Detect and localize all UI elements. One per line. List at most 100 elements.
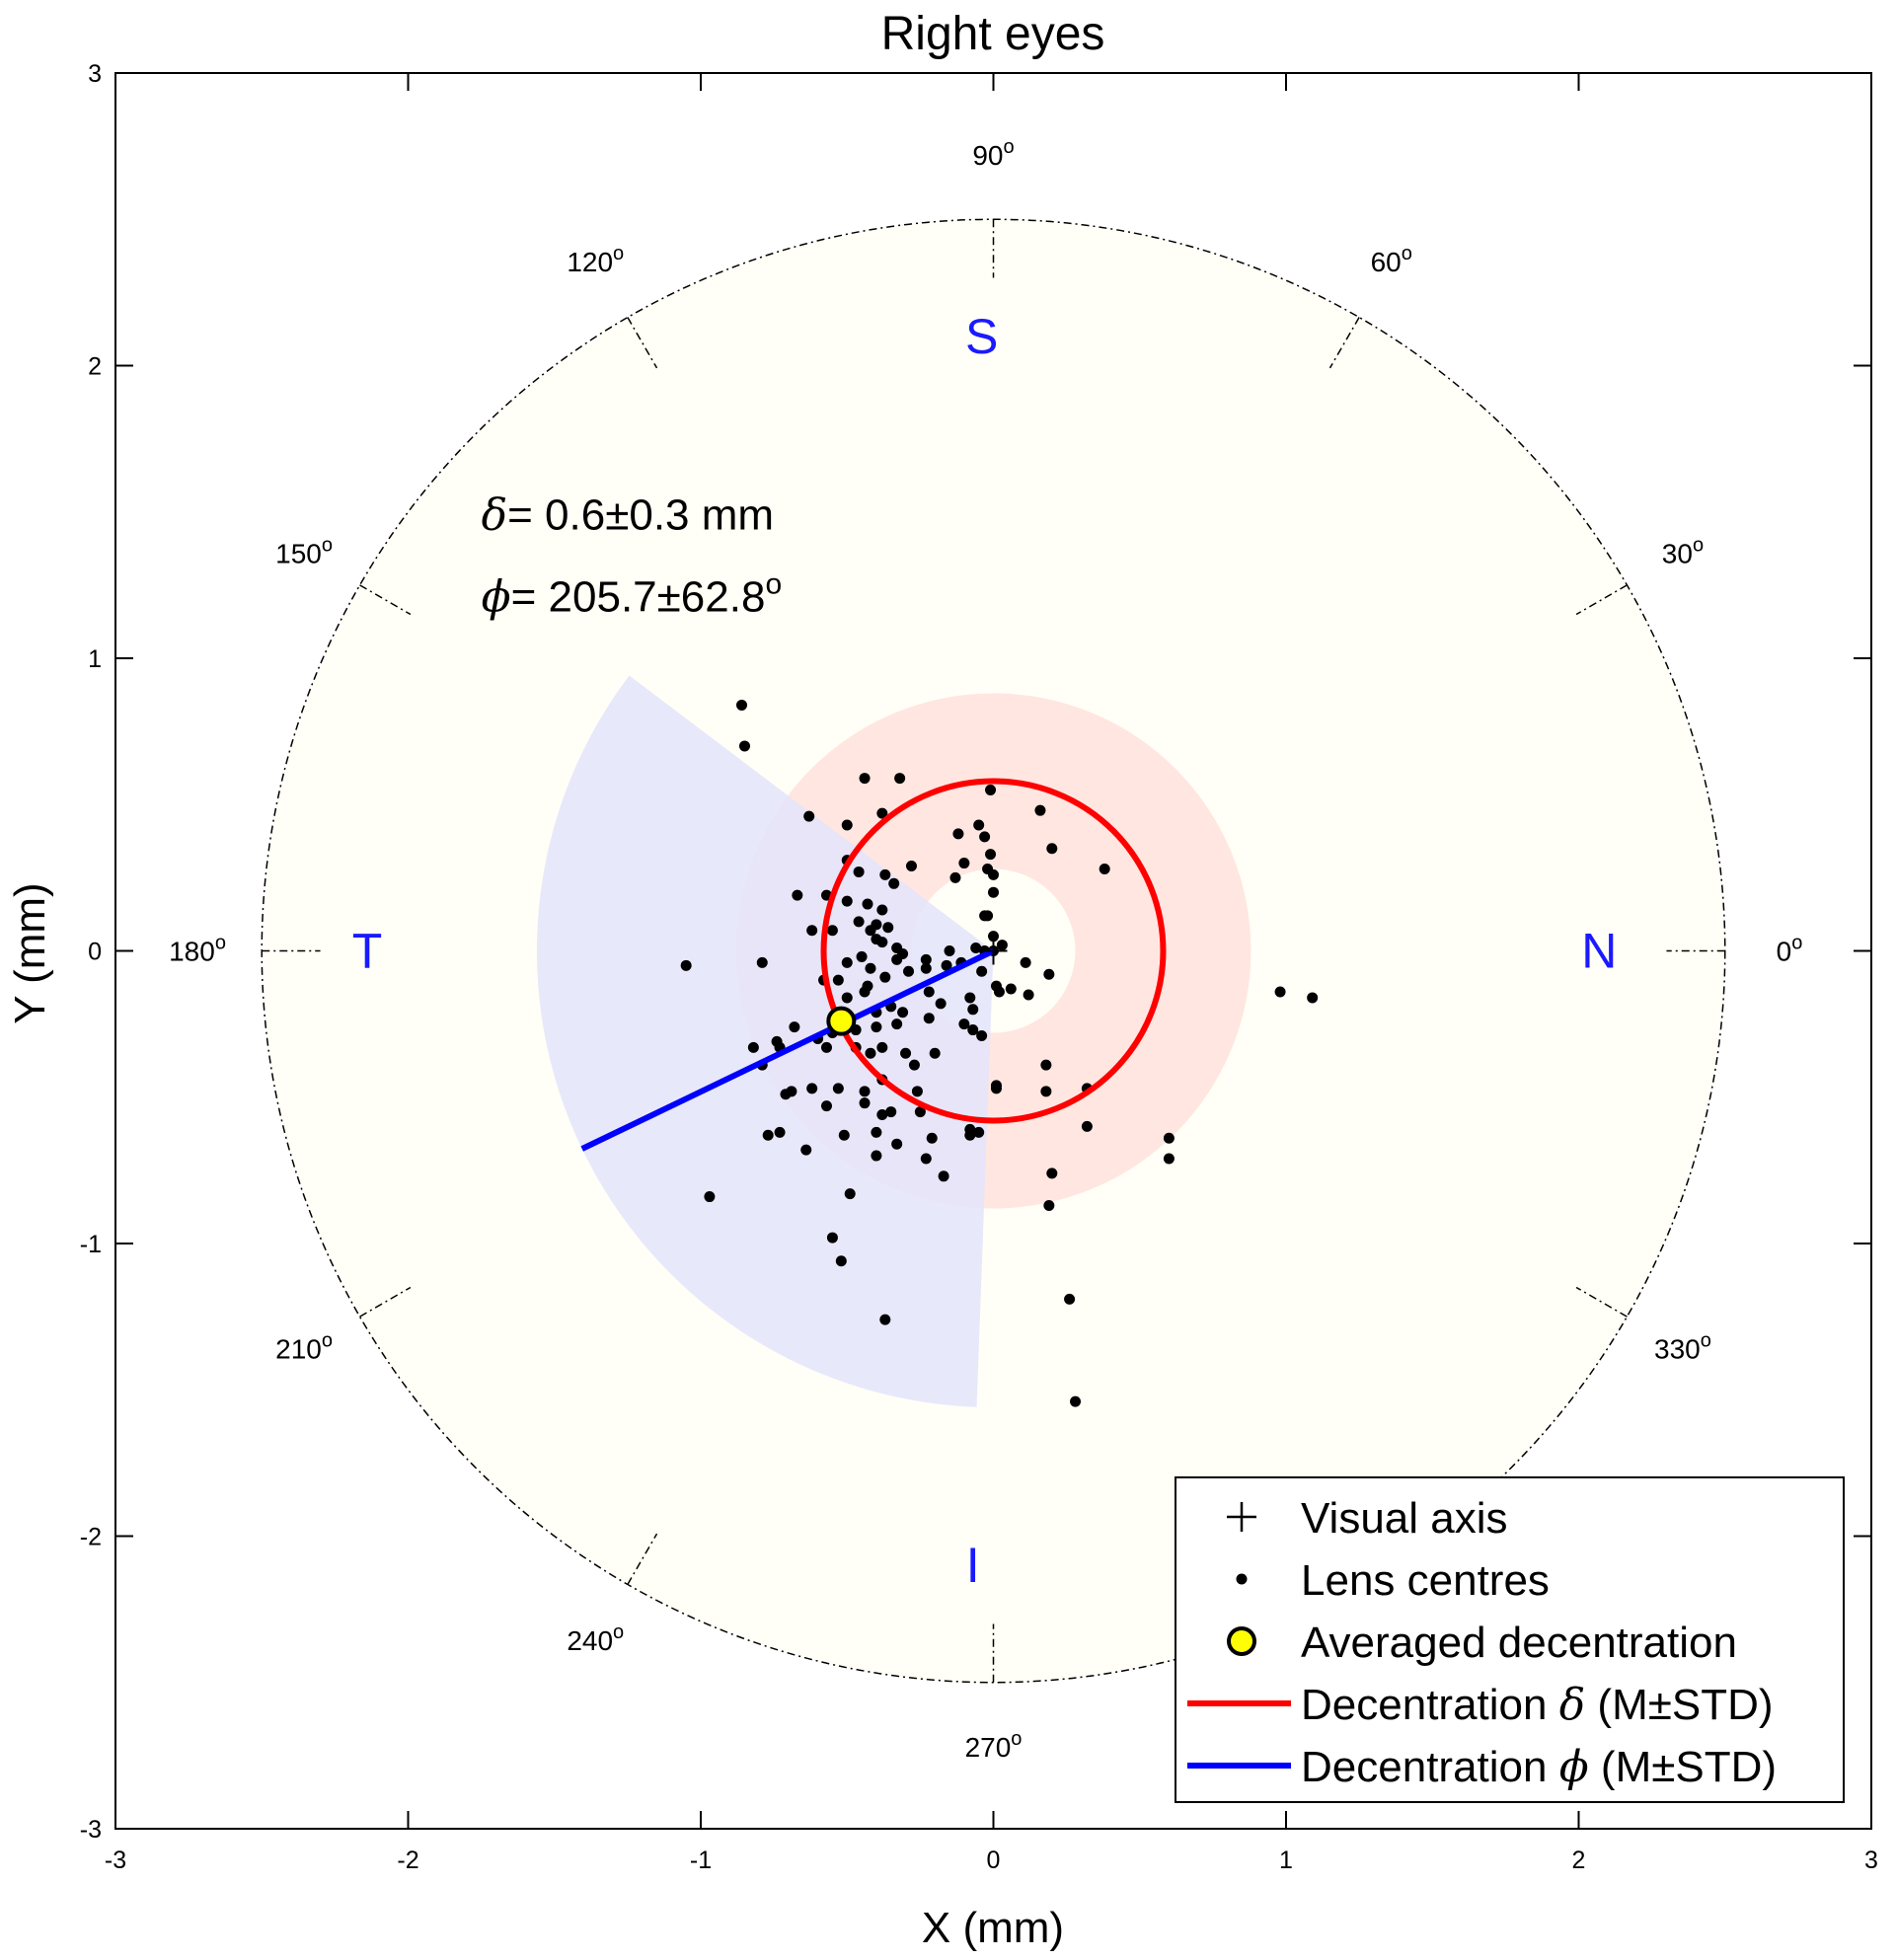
- lens-centre-point: [1005, 983, 1017, 995]
- legend-label-phi: Decentration ϕ (M±STD): [1301, 1742, 1777, 1792]
- y-tick-label: 3: [88, 60, 102, 88]
- lens-centre-point: [1043, 968, 1055, 980]
- lens-centre-point: [832, 974, 844, 986]
- lens-centre-point: [1023, 989, 1034, 1001]
- lens-centre-point: [1307, 992, 1319, 1004]
- legend-lens-centre-marker: [1236, 1573, 1248, 1585]
- polar-grid-layer: 0o30o60o90o120o150o180o210o240o270o330oS…: [169, 136, 1802, 1763]
- lens-centre-point: [1034, 804, 1046, 816]
- angle-label-degree: o: [1004, 136, 1015, 158]
- lens-centre-point: [865, 962, 876, 974]
- phi-std-sector: [536, 675, 994, 1407]
- lens-centre-point: [826, 1232, 838, 1244]
- lens-centre-point: [704, 1191, 716, 1203]
- lens-centre-point: [774, 1126, 786, 1138]
- lens-centre-point: [835, 1255, 847, 1267]
- lens-centre-point: [1099, 863, 1110, 874]
- phi-value: = 205.7±62.8: [511, 573, 766, 622]
- lens-centre-point: [879, 868, 891, 880]
- lens-centre-point: [820, 1041, 832, 1053]
- angle-label-degree: o: [322, 1330, 333, 1352]
- angle-label-degree: o: [1791, 933, 1802, 954]
- lens-centre-point: [885, 1106, 897, 1118]
- x-tick-label: -1: [690, 1847, 712, 1874]
- lens-centre-point: [967, 1024, 979, 1036]
- lens-centre-point: [865, 1047, 876, 1059]
- x-tick-label: -3: [105, 1847, 126, 1874]
- lens-centre-point: [1046, 843, 1058, 855]
- angle-label-degree: o: [613, 1621, 624, 1643]
- angle-label-degree: o: [1701, 1330, 1711, 1352]
- lens-centre-point: [865, 925, 876, 937]
- angle-label-degree: o: [613, 243, 624, 264]
- y-tick-label: 1: [88, 645, 102, 673]
- lens-centre-point: [780, 1089, 792, 1100]
- legend-delta-pre: Decentration: [1301, 1681, 1559, 1729]
- lens-centre-point: [789, 1021, 800, 1033]
- lens-centre-point: [926, 1132, 938, 1144]
- lens-centre-point: [952, 828, 964, 840]
- lens-centre-point: [862, 898, 873, 910]
- y-axis-title: Y (mm): [6, 882, 54, 1023]
- lens-centre-point: [792, 889, 803, 901]
- lens-centre-point: [859, 773, 871, 785]
- lens-centre-point: [891, 1018, 903, 1030]
- lens-centre-point: [871, 1126, 882, 1138]
- lens-centre-point: [876, 807, 888, 819]
- lens-centre-point: [859, 1086, 871, 1097]
- lens-centre-point: [929, 1047, 941, 1059]
- angle-tick-330: [1575, 1286, 1628, 1318]
- y-tick-label: -1: [80, 1231, 102, 1258]
- angle-label-value: 270: [965, 1732, 1012, 1763]
- angle-label-180: 180o: [169, 933, 226, 967]
- lens-centres-layer: [680, 699, 1319, 1407]
- stats-annotation: δ= 0.6±0.3 mm ϕ= 205.7±62.8o: [482, 490, 783, 623]
- lens-centre-point: [806, 1083, 818, 1094]
- legend-box: [1175, 1476, 1845, 1803]
- chart-title: Right eyes: [881, 8, 1105, 60]
- lens-centre-point: [841, 992, 853, 1004]
- y-tick-label: -3: [80, 1816, 102, 1844]
- lens-centre-point: [1070, 1395, 1082, 1407]
- angle-label-270: 270o: [965, 1728, 1023, 1763]
- legend-item-lens-centres: Lens centres: [1236, 1556, 1550, 1605]
- legend-phi-pre: Decentration: [1301, 1743, 1559, 1791]
- x-tick-label: 0: [987, 1847, 1001, 1874]
- lens-centre-point: [891, 1138, 903, 1150]
- lens-centre-point: [914, 1106, 926, 1118]
- y-tick-label: 2: [88, 353, 102, 381]
- lens-centre-point: [897, 1007, 909, 1018]
- angle-label-value: 150: [275, 538, 322, 568]
- lens-centre-point: [1040, 1059, 1052, 1071]
- lens-centre-point: [964, 1129, 976, 1141]
- lens-centre-point: [820, 1100, 832, 1112]
- legend-phi-post: (M±STD): [1589, 1743, 1777, 1791]
- angle-label-degree: o: [322, 534, 333, 556]
- lens-centre-point: [920, 1153, 932, 1165]
- lens-centre-point: [941, 959, 952, 971]
- lens-centre-point: [736, 699, 748, 711]
- lens-centre-point: [938, 1170, 949, 1182]
- stats-phi-text: ϕ= 205.7±62.8o: [482, 568, 783, 623]
- angle-tick-30: [1575, 584, 1628, 616]
- angle-tick-240: [627, 1533, 658, 1585]
- averaged-decentration-marker: [826, 1006, 857, 1036]
- lens-centre-point: [988, 886, 999, 898]
- legend-item-delta: Decentration δ (M±STD): [1187, 1680, 1774, 1730]
- delta-symbol: δ: [482, 490, 508, 541]
- lens-centre-point: [844, 1188, 856, 1200]
- lens-centre-point: [738, 740, 750, 752]
- lens-centre-point: [680, 959, 692, 971]
- y-tick-label: 0: [88, 939, 102, 966]
- angle-label-degree: o: [1402, 243, 1412, 264]
- angle-label-value: 330: [1654, 1334, 1701, 1365]
- lens-centre-point: [1064, 1293, 1076, 1305]
- lens-centre-point: [911, 1086, 923, 1097]
- lens-centre-point: [1081, 1120, 1093, 1132]
- direction-label-T: T: [352, 924, 383, 979]
- lens-centre-point: [838, 1129, 850, 1141]
- legend: Visual axis Lens centres Averaged decent…: [1175, 1476, 1845, 1803]
- lens-centre-point: [958, 1018, 970, 1030]
- lens-centre-point: [923, 986, 935, 998]
- lens-centre-point: [876, 1041, 888, 1053]
